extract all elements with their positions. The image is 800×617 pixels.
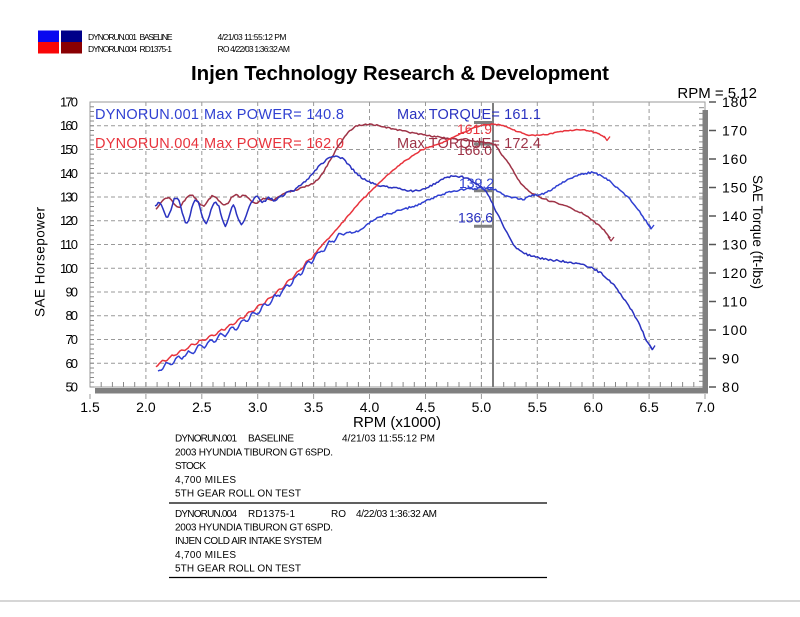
svg-text:70: 70 — [66, 332, 79, 347]
svg-text:DYNORUN.001: DYNORUN.001 — [88, 32, 137, 42]
svg-text:Max POWER= 162.0: Max POWER= 162.0 — [204, 136, 344, 152]
svg-text:1.5: 1.5 — [80, 399, 100, 415]
svg-text:5TH GEAR ROLL ON TEST: 5TH GEAR ROLL ON TEST — [175, 489, 301, 500]
svg-text:DYNORUN.001: DYNORUN.001 — [175, 434, 237, 445]
svg-text:STOCK: STOCK — [175, 461, 206, 472]
svg-text:4/22/03 1:36:32 AM: 4/22/03 1:36:32 AM — [356, 509, 437, 520]
svg-text:110: 110 — [60, 237, 78, 252]
svg-text:5.0: 5.0 — [472, 399, 492, 415]
svg-text:139.2: 139.2 — [459, 175, 494, 191]
svg-text:6.0: 6.0 — [583, 399, 603, 415]
svg-text:160: 160 — [60, 118, 78, 133]
svg-text:6.5: 6.5 — [639, 399, 659, 415]
svg-text:166.0: 166.0 — [457, 142, 492, 158]
svg-text:DYNORUN.004: DYNORUN.004 — [95, 136, 199, 152]
svg-text:4,700 MILES: 4,700 MILES — [175, 550, 236, 561]
svg-text:50: 50 — [66, 380, 79, 395]
svg-text:2003 HYUNDIA TIBURON GT 6SPD.: 2003 HYUNDIA TIBURON GT 6SPD. — [175, 523, 333, 534]
svg-text:110: 110 — [722, 294, 747, 310]
svg-text:150: 150 — [60, 142, 78, 157]
svg-text:80: 80 — [722, 379, 739, 395]
svg-text:2.0: 2.0 — [136, 399, 156, 415]
svg-text:100: 100 — [722, 322, 747, 338]
svg-text:4/21/03 11:55:12 PM: 4/21/03 11:55:12 PM — [218, 32, 287, 42]
svg-text:130: 130 — [60, 190, 78, 205]
svg-text:DYNORUN.004: DYNORUN.004 — [175, 509, 237, 520]
svg-text:SAE Horsepower: SAE Horsepower — [33, 207, 48, 318]
svg-text:RO 4/22/03 1:36:32 AM: RO 4/22/03 1:36:32 AM — [218, 44, 291, 54]
svg-text:170: 170 — [60, 95, 78, 110]
svg-text:2003 HYUNDIA TIBURON GT 6SPD.: 2003 HYUNDIA TIBURON GT 6SPD. — [175, 447, 333, 458]
svg-text:170: 170 — [722, 123, 747, 139]
svg-text:SAE Torque (ft-lbs): SAE Torque (ft-lbs) — [750, 175, 765, 289]
svg-text:4/21/03 11:55:12 PM: 4/21/03 11:55:12 PM — [342, 434, 435, 445]
svg-text:Max TORQUE= 161.1: Max TORQUE= 161.1 — [397, 107, 541, 123]
svg-text:BASELINE: BASELINE — [248, 434, 294, 445]
svg-text:BASELINE: BASELINE — [140, 32, 173, 42]
svg-text:2.5: 2.5 — [192, 399, 212, 415]
svg-text:130: 130 — [722, 237, 747, 253]
svg-text:4,700 MILES: 4,700 MILES — [175, 475, 236, 486]
svg-text:161.9: 161.9 — [457, 121, 492, 137]
svg-text:7.0: 7.0 — [695, 399, 715, 415]
svg-text:Max POWER= 140.8: Max POWER= 140.8 — [204, 107, 344, 123]
svg-text:160: 160 — [722, 151, 747, 167]
svg-text:120: 120 — [60, 213, 78, 228]
svg-text:RO: RO — [331, 509, 346, 520]
svg-text:RD1375-1: RD1375-1 — [140, 44, 173, 54]
svg-text:5TH GEAR ROLL ON TEST: 5TH GEAR ROLL ON TEST — [175, 563, 301, 574]
svg-text:60: 60 — [66, 356, 79, 371]
svg-text:140: 140 — [60, 166, 78, 181]
svg-text:150: 150 — [722, 180, 747, 196]
svg-text:RPM = 5.12: RPM = 5.12 — [677, 85, 757, 102]
svg-text:100: 100 — [60, 261, 78, 276]
svg-text:180: 180 — [722, 94, 747, 110]
svg-text:3.5: 3.5 — [304, 399, 324, 415]
svg-text:136.6: 136.6 — [458, 210, 493, 226]
svg-text:120: 120 — [722, 265, 747, 281]
svg-text:5.5: 5.5 — [528, 399, 548, 415]
svg-text:140: 140 — [722, 208, 747, 224]
svg-text:4.5: 4.5 — [416, 399, 436, 415]
svg-text:Max TORQUE= 172.4: Max TORQUE= 172.4 — [397, 136, 541, 152]
svg-text:DYNORUN.004: DYNORUN.004 — [88, 44, 137, 54]
svg-text:INJEN COLD AIR INTAKE SYSTEM: INJEN COLD AIR INTAKE SYSTEM — [175, 536, 322, 547]
svg-text:RD1375-1: RD1375-1 — [248, 509, 295, 520]
svg-text:Injen Technology Research & De: Injen Technology Research & Development — [191, 62, 609, 85]
svg-text:RPM (x1000): RPM (x1000) — [353, 414, 441, 431]
svg-text:4.0: 4.0 — [360, 399, 380, 415]
svg-text:DYNORUN.001: DYNORUN.001 — [95, 107, 199, 123]
svg-text:3.0: 3.0 — [248, 399, 268, 415]
svg-text:90: 90 — [722, 351, 739, 367]
svg-text:90: 90 — [66, 285, 79, 300]
svg-text:80: 80 — [66, 308, 79, 323]
